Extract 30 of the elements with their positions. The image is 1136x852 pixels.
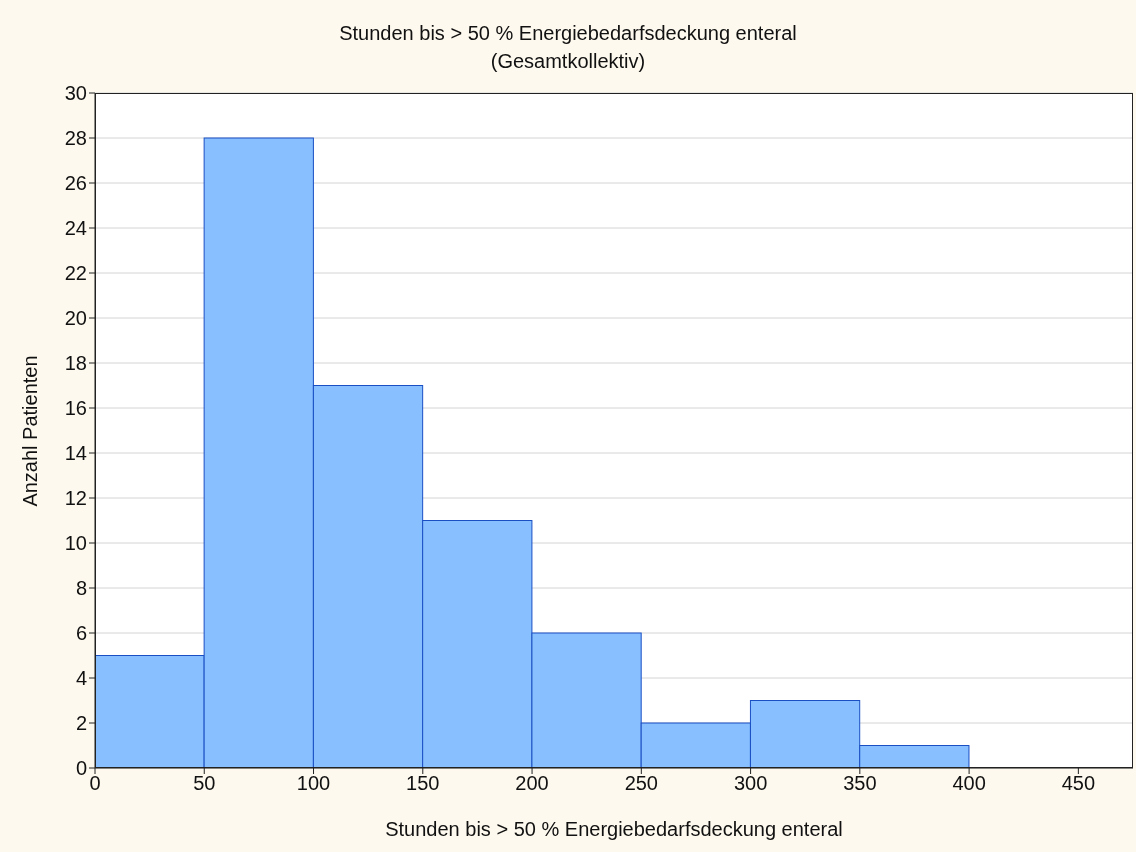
y-tick-label: 24: [64, 217, 87, 240]
x-axis-title: Stunden bis > 50 % Energiebedarfsdeckung enteral: [384, 818, 844, 841]
x-tick-label: 400: [952, 772, 986, 795]
y-tick-label: 14: [64, 442, 87, 465]
y-tick-label: 18: [64, 352, 87, 375]
x-tick-label: 0: [89, 772, 101, 795]
y-tick-label: 0: [75, 757, 87, 780]
y-tick-label: 4: [75, 667, 87, 690]
y-tick-label: 12: [64, 487, 87, 510]
x-tick-label: 250: [624, 772, 658, 795]
chart-title: Stunden bis > 50 % Energiebedarfsdeckung enteral: [338, 22, 798, 45]
y-tick-label: 6: [75, 622, 87, 645]
x-tick-label: 50: [193, 772, 216, 795]
y-tick-label: 8: [75, 577, 87, 600]
x-tick-label: 100: [296, 772, 331, 795]
y-tick-label: 20: [64, 307, 87, 330]
x-tick-label: 300: [733, 772, 768, 795]
y-tick-label: 10: [64, 532, 87, 555]
y-tick-label: 26: [64, 172, 87, 195]
x-tick-label: 200: [515, 772, 549, 795]
x-tick-label: 450: [1061, 772, 1096, 795]
x-tick-label: 350: [843, 772, 877, 795]
y-tick-label: 30: [64, 82, 87, 105]
chart-subtitle: (Gesamtkollektiv): [489, 50, 647, 73]
y-tick-label: 16: [64, 397, 87, 420]
x-tick-label: 150: [406, 772, 440, 795]
y-tick-label: 22: [64, 262, 87, 285]
y-axis-title: Anzahl Patienten: [18, 354, 42, 507]
y-tick-label: 28: [64, 127, 87, 150]
y-tick-label: 2: [75, 712, 87, 735]
